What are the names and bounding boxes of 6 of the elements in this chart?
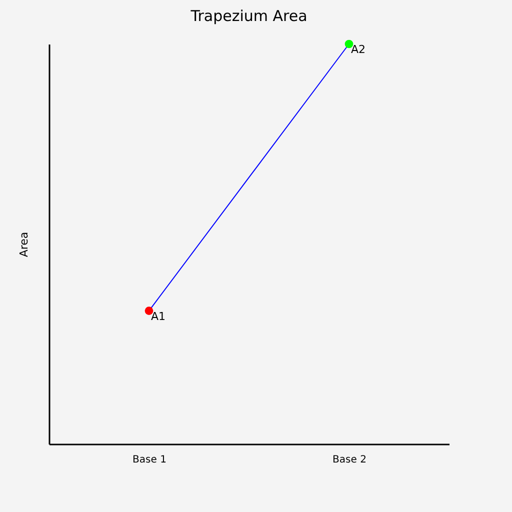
y-axis-title: Area [18, 232, 30, 258]
annotation: A2 [351, 43, 366, 56]
annotation: A1 [151, 310, 166, 323]
x-tick-label: Base 1 [132, 454, 166, 466]
chart-title: Trapezium Area [190, 6, 308, 25]
x-tick-label: Base 2 [332, 454, 366, 466]
